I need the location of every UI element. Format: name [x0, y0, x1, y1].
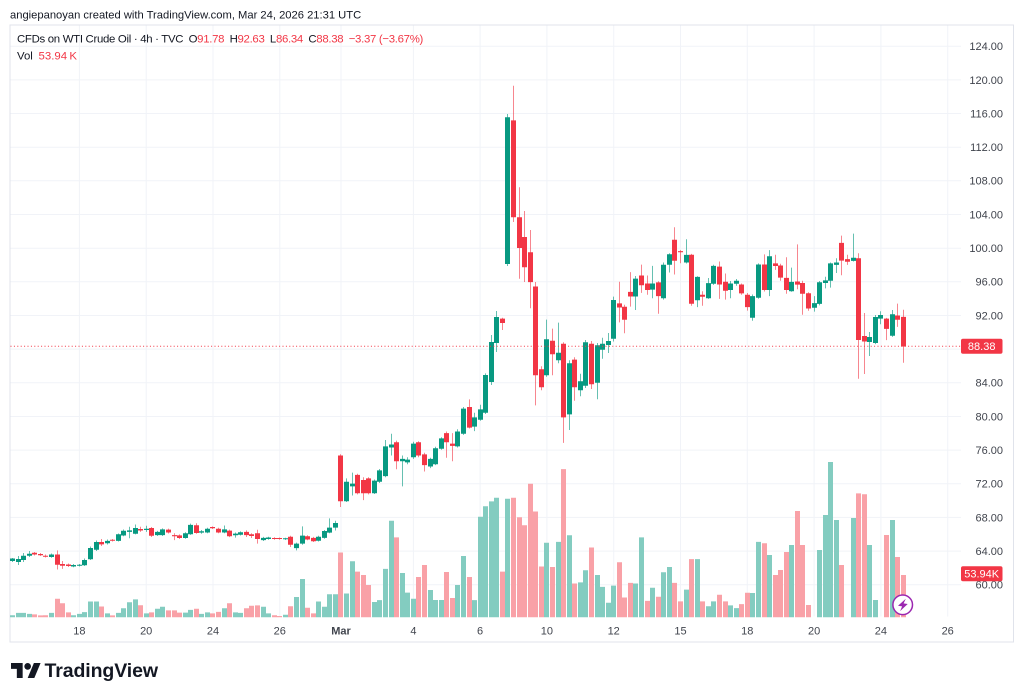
svg-text:angiepanoyan created with Trad: angiepanoyan created with TradingView.co… [10, 9, 361, 21]
svg-text:68.00: 68.00 [975, 512, 1003, 524]
svg-text:116.00: 116.00 [970, 108, 1003, 120]
svg-text:120.00: 120.00 [969, 75, 1003, 87]
svg-text:88.38: 88.38 [968, 341, 996, 353]
svg-text:84.00: 84.00 [975, 378, 1003, 390]
svg-text:4: 4 [410, 626, 416, 638]
svg-text:Vol 53.94 K: Vol 53.94 K [17, 50, 77, 62]
svg-text:CFDs on WTI Crude Oil · 4h · T: CFDs on WTI Crude Oil · 4h · TVC O91.78 … [17, 34, 424, 46]
svg-text:124.00: 124.00 [969, 41, 1003, 53]
svg-text:20: 20 [808, 626, 820, 638]
svg-text:80.00: 80.00 [975, 411, 1003, 423]
svg-text:15: 15 [674, 626, 686, 638]
svg-text:96.00: 96.00 [975, 277, 1003, 289]
svg-text:112.00: 112.00 [970, 142, 1003, 154]
svg-text:20: 20 [140, 626, 152, 638]
svg-text:12: 12 [608, 626, 620, 638]
svg-text:24: 24 [207, 626, 219, 638]
svg-text:18: 18 [741, 626, 753, 638]
svg-text:100.00: 100.00 [969, 243, 1003, 255]
svg-text:53.94K: 53.94K [964, 569, 1000, 581]
svg-text:76.00: 76.00 [975, 445, 1003, 457]
svg-text:6: 6 [477, 626, 483, 638]
svg-text:24: 24 [875, 626, 887, 638]
svg-text:26: 26 [274, 626, 286, 638]
svg-text:64.00: 64.00 [975, 546, 1003, 558]
svg-text:10: 10 [541, 626, 553, 638]
svg-text:TradingView: TradingView [45, 660, 159, 682]
svg-text:104.00: 104.00 [969, 209, 1003, 221]
svg-text:92.00: 92.00 [975, 310, 1003, 322]
svg-text:72.00: 72.00 [975, 479, 1003, 491]
svg-text:26: 26 [942, 626, 954, 638]
svg-text:60.00: 60.00 [975, 580, 1003, 592]
svg-text:Mar: Mar [331, 626, 351, 638]
svg-text:18: 18 [73, 626, 85, 638]
svg-text:108.00: 108.00 [969, 176, 1003, 188]
